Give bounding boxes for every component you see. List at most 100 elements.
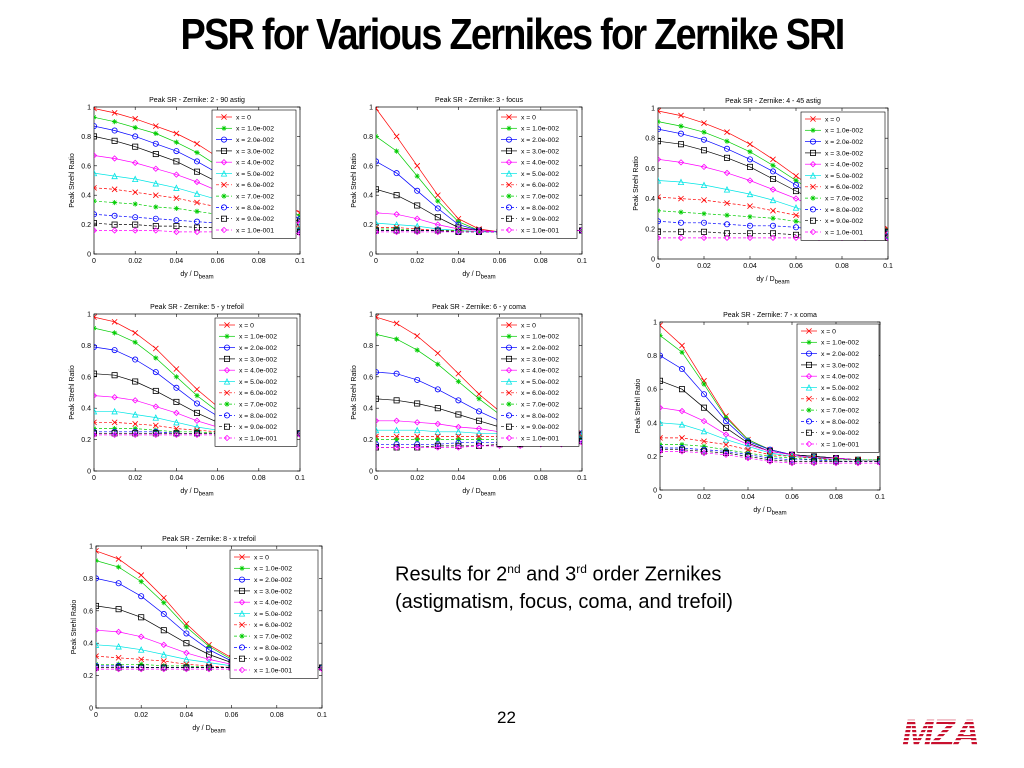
legend: x = 0 x = 1.0e-002 x = 2.0e-002 x = 3.0e-00… bbox=[796, 323, 880, 453]
data-point bbox=[132, 189, 139, 196]
mza-logo: MZA bbox=[902, 714, 980, 750]
y-tick-label: 0.2 bbox=[83, 673, 93, 680]
legend-marker bbox=[505, 170, 513, 177]
x-tick-label: 0.08 bbox=[835, 263, 849, 270]
legend-entry: x = 2.0e-002 bbox=[236, 137, 274, 144]
data-point bbox=[94, 198, 97, 204]
data-point bbox=[678, 228, 685, 235]
caption-text-b: and 3 bbox=[520, 563, 577, 586]
data-point bbox=[132, 378, 139, 385]
legend-marker bbox=[220, 159, 228, 166]
data-point bbox=[414, 419, 421, 426]
data-point bbox=[94, 227, 98, 234]
data-point bbox=[434, 228, 441, 236]
y-tick-label: 0 bbox=[87, 469, 91, 476]
legend-marker bbox=[223, 378, 231, 385]
x-tick-label: 0.02 bbox=[128, 475, 142, 482]
data-point bbox=[111, 221, 118, 228]
data-point bbox=[475, 417, 482, 424]
legend-marker bbox=[221, 193, 227, 199]
legend-entry: x = 1.0e-002 bbox=[521, 334, 559, 341]
y-tick-label: 0.8 bbox=[81, 134, 91, 141]
legend: x = 0 x = 1.0e-002 x = 2.0e-002 x = 3.0e-00… bbox=[496, 317, 580, 447]
data-point bbox=[138, 579, 144, 585]
legend-marker bbox=[506, 322, 512, 328]
data-point bbox=[678, 112, 684, 119]
data-point bbox=[701, 147, 708, 154]
data-point bbox=[194, 140, 200, 147]
data-point bbox=[94, 169, 98, 177]
legend-entry: x = 1.0e-002 bbox=[521, 126, 559, 133]
data-point bbox=[115, 664, 122, 671]
y-tick-label: 1 bbox=[369, 312, 373, 319]
data-point bbox=[193, 224, 200, 231]
x-tick-label: 0.04 bbox=[170, 475, 184, 482]
data-point bbox=[414, 215, 421, 222]
y-tick-label: 0.2 bbox=[363, 222, 373, 229]
data-point bbox=[194, 386, 200, 393]
legend-marker bbox=[805, 418, 812, 425]
data-point bbox=[160, 627, 167, 634]
data-point bbox=[747, 230, 754, 237]
legend-entry: x = 1.0e-001 bbox=[236, 227, 274, 234]
data-point bbox=[132, 329, 139, 336]
data-point bbox=[434, 442, 441, 449]
data-point bbox=[152, 179, 160, 187]
data-point bbox=[792, 182, 799, 189]
x-tick-label: 0.02 bbox=[410, 258, 424, 265]
legend-marker bbox=[224, 333, 230, 339]
y-tick-label: 0 bbox=[89, 706, 93, 713]
data-point bbox=[376, 369, 379, 376]
legend-entry: x = 3.0e-002 bbox=[521, 148, 559, 155]
data-point bbox=[138, 593, 145, 600]
data-point bbox=[115, 654, 122, 661]
x-axis-label-main: dy / D bbox=[180, 488, 198, 495]
data-point bbox=[173, 228, 180, 236]
data-point bbox=[701, 120, 707, 126]
legend-marker bbox=[506, 114, 512, 120]
data-point bbox=[679, 442, 685, 448]
data-point bbox=[658, 156, 662, 163]
data-point bbox=[152, 227, 159, 234]
data-point bbox=[744, 442, 752, 450]
data-point bbox=[724, 145, 731, 152]
data-point bbox=[111, 127, 118, 134]
data-point bbox=[723, 415, 729, 421]
y-tick-label: 0.4 bbox=[81, 406, 91, 413]
data-point bbox=[111, 172, 118, 180]
x-axis-label-sub: beam bbox=[211, 729, 226, 735]
plot-zernike-6: Peak SR - Zernike: 6 - y coma 0 0.02 0.04 0.… bbox=[351, 304, 587, 498]
data-point bbox=[811, 457, 817, 463]
data-point bbox=[766, 456, 773, 463]
legend-marker bbox=[806, 339, 812, 345]
data-point bbox=[152, 422, 159, 429]
data-point bbox=[183, 624, 189, 630]
legend-entry: x = 5.0e-002 bbox=[521, 171, 559, 178]
data-point bbox=[138, 614, 145, 621]
data-point bbox=[394, 437, 400, 443]
data-point bbox=[96, 627, 100, 634]
data-point bbox=[94, 152, 98, 159]
data-point bbox=[94, 220, 97, 227]
legend-marker bbox=[805, 361, 812, 368]
x-axis-label-main: dy / D bbox=[753, 507, 771, 514]
caption-sup-rd: rd bbox=[576, 562, 587, 576]
data-point bbox=[94, 430, 97, 437]
legend-marker bbox=[220, 147, 227, 154]
x-axis-label-sub: beam bbox=[199, 492, 214, 498]
data-point bbox=[152, 403, 159, 410]
data-point bbox=[138, 656, 145, 663]
plot-zernike-3: Peak SR - Zernike: 3 - focus 0 0.02 0.04 0.0… bbox=[351, 97, 587, 281]
legend-marker bbox=[220, 136, 227, 143]
x-tick-label: 0.04 bbox=[741, 494, 755, 501]
legend-marker bbox=[505, 204, 512, 211]
plot-zernike-7: Peak SR - Zernike: 7 - x coma 0 0.02 0.04 0.… bbox=[635, 312, 885, 517]
data-point bbox=[745, 439, 752, 446]
data-point bbox=[770, 156, 776, 163]
data-point bbox=[476, 437, 482, 443]
x-axis-label: dy / Dbeam bbox=[180, 488, 213, 498]
data-point bbox=[94, 407, 98, 415]
data-point bbox=[183, 655, 190, 663]
legend-entry: x = 2.0e-002 bbox=[821, 351, 859, 358]
data-point bbox=[173, 217, 180, 224]
